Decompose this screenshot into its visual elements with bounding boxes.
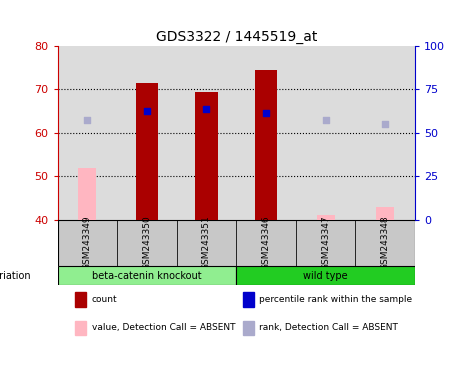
Text: count: count [92, 295, 117, 304]
Point [322, 117, 329, 123]
Title: GDS3322 / 1445519_at: GDS3322 / 1445519_at [155, 30, 317, 44]
Text: rank, Detection Call = ABSENT: rank, Detection Call = ABSENT [260, 323, 398, 333]
Text: beta-catenin knockout: beta-catenin knockout [92, 271, 202, 281]
Bar [317, 215, 335, 220]
Bar [296, 220, 355, 266]
Bar [117, 220, 177, 266]
Point [84, 117, 91, 123]
Text: wild type: wild type [303, 271, 348, 281]
Text: GSM243346: GSM243346 [261, 216, 271, 270]
Text: GSM243351: GSM243351 [202, 215, 211, 270]
Bar [236, 266, 415, 285]
Text: genotype/variation: genotype/variation [0, 271, 31, 281]
Point [381, 121, 389, 127]
Bar [177, 220, 236, 266]
Bar [136, 83, 158, 220]
Text: GSM243348: GSM243348 [381, 216, 390, 270]
Bar [243, 321, 254, 335]
Text: percentile rank within the sample: percentile rank within the sample [260, 295, 413, 304]
Bar [236, 220, 296, 266]
Point [262, 110, 270, 116]
Text: GSM243347: GSM243347 [321, 216, 330, 270]
Bar [76, 292, 86, 306]
Bar [76, 321, 86, 335]
Text: GSM243350: GSM243350 [142, 215, 152, 270]
Bar [58, 220, 117, 266]
Text: value, Detection Call = ABSENT: value, Detection Call = ABSENT [92, 323, 235, 333]
Point [203, 106, 210, 112]
Bar [243, 292, 254, 306]
Bar [255, 70, 278, 220]
Text: GSM243349: GSM243349 [83, 216, 92, 270]
Bar [195, 92, 218, 220]
Bar [355, 220, 415, 266]
Bar [58, 266, 236, 285]
Bar [376, 207, 394, 220]
Bar [78, 167, 96, 220]
Point [143, 108, 151, 114]
